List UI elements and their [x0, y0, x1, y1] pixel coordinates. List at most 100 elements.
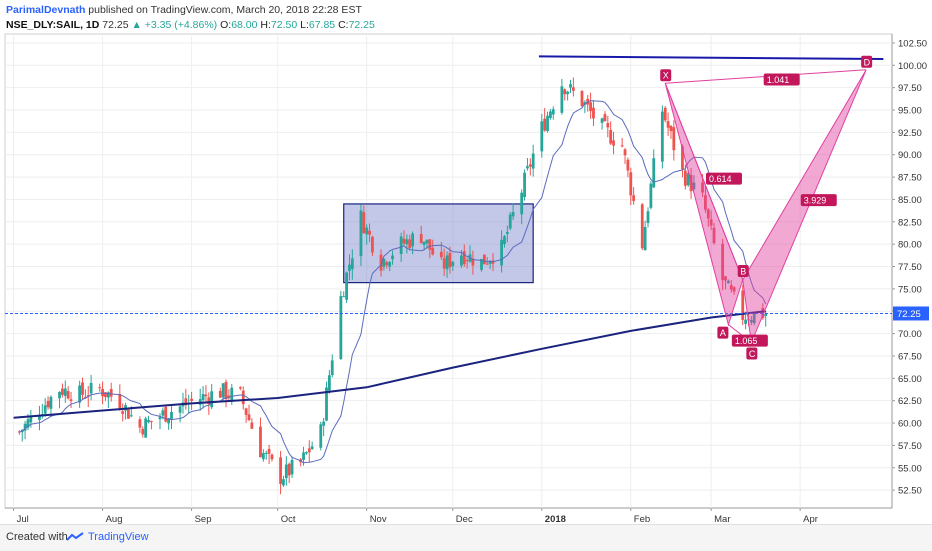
- candle-body: [58, 391, 61, 399]
- author-name[interactable]: ParimalDevnath: [6, 4, 86, 16]
- candle-body: [560, 86, 564, 113]
- low-value: 67.85: [308, 19, 336, 31]
- candle-body: [138, 419, 142, 428]
- pattern-point-tag: [746, 347, 758, 360]
- open-label: O:: [220, 19, 232, 31]
- candle-body: [365, 227, 369, 235]
- candle-body: [686, 173, 690, 186]
- candle-body: [569, 84, 572, 88]
- candle-body: [402, 238, 406, 244]
- pattern-line-xb: [664, 83, 744, 281]
- candle-body: [425, 239, 429, 244]
- candle-body: [63, 388, 67, 396]
- candle-body: [652, 158, 656, 188]
- pattern-ratio-tag: [705, 172, 742, 185]
- y-tick-label: 77.50: [898, 262, 922, 273]
- x-tick-label: Nov: [370, 514, 387, 524]
- candle-body: [121, 411, 125, 414]
- candle-body: [170, 411, 173, 420]
- candle-body: [322, 421, 326, 426]
- publish-line: ParimalDevnath published on TradingView.…: [6, 3, 375, 18]
- candle-body: [640, 204, 644, 249]
- candle-body: [279, 457, 282, 484]
- candle-body: [284, 464, 288, 479]
- candle-body: [732, 287, 736, 292]
- candle-body: [204, 394, 208, 397]
- candle-body: [405, 239, 409, 245]
- candle-body: [385, 262, 389, 266]
- y-tick-label: 70.00: [898, 329, 922, 340]
- candle-body: [147, 420, 150, 423]
- pattern-point-label: C: [749, 349, 756, 359]
- y-tick-label: 80.00: [898, 240, 922, 251]
- candle-body: [247, 414, 251, 421]
- candle-body: [43, 405, 47, 414]
- candle-body: [603, 114, 607, 122]
- candle-body: [210, 391, 214, 408]
- resistance-line: [538, 55, 884, 61]
- candle-body: [261, 452, 265, 460]
- pattern-ratio-tag: [763, 73, 800, 86]
- candle-body: [23, 423, 27, 431]
- candle-body: [485, 263, 489, 265]
- candle-body: [480, 259, 483, 270]
- candle-body: [221, 383, 225, 398]
- current-price-tag: [893, 306, 929, 321]
- candle-body: [109, 389, 113, 397]
- y-tick-label: 57.50: [898, 441, 922, 452]
- candle-body: [626, 159, 630, 171]
- candle-body: [345, 272, 348, 300]
- candle-body: [61, 388, 64, 395]
- low-label: L:: [300, 19, 309, 31]
- tradingview-brand[interactable]: TradingView: [88, 531, 149, 543]
- candle-body: [325, 387, 328, 421]
- candle-body: [704, 195, 707, 210]
- candle-body: [729, 285, 733, 290]
- candle-body: [89, 382, 93, 394]
- candle-body: [330, 360, 334, 376]
- candle-body: [701, 182, 704, 193]
- candle-body: [388, 262, 392, 267]
- y-tick-label: 90.00: [898, 150, 922, 161]
- y-tick-label: 100.00: [898, 61, 927, 72]
- ohlc-line: NSE_DLY:SAIL, 1D 72.25 ▲ +3.35 (+4.86%) …: [6, 18, 375, 33]
- candle-body: [439, 251, 443, 258]
- y-tick-label: 82.50: [898, 217, 922, 228]
- y-tick-label: 62.50: [898, 396, 922, 407]
- candle-body: [508, 214, 512, 229]
- candle-body: [38, 415, 41, 420]
- pattern-point-label: A: [720, 328, 726, 338]
- price-chart[interactable]: 102.50 100.00 97.50 95.00 92.50 90.00 87.50 85.…: [0, 32, 932, 524]
- candle-body: [98, 387, 102, 389]
- candle-body: [546, 115, 549, 132]
- pattern-point-label: X: [663, 71, 669, 81]
- candle-body: [359, 210, 363, 257]
- y-tick-label: 52.50: [898, 486, 922, 497]
- pattern-ratio-tag: [800, 194, 837, 207]
- candle-body: [190, 398, 193, 401]
- candle-body: [244, 408, 248, 415]
- candle-body: [551, 109, 555, 115]
- pattern-point-tag: [660, 69, 672, 82]
- candle-body: [428, 239, 432, 250]
- candle-body: [339, 296, 343, 359]
- candle-body: [600, 118, 604, 123]
- candle-body: [305, 452, 308, 454]
- candle-body: [543, 118, 547, 131]
- candle-body: [238, 387, 242, 389]
- candle-body: [681, 146, 684, 170]
- candle-body: [511, 211, 515, 217]
- candle-body: [523, 172, 526, 198]
- pattern-point-tag: [737, 264, 749, 277]
- candle-body: [540, 121, 544, 152]
- candle-body: [528, 164, 532, 167]
- candle-body: [726, 280, 730, 284]
- candle-body: [683, 170, 687, 186]
- candle-body: [127, 409, 130, 419]
- created-with-text: Created with: [6, 531, 68, 543]
- candle-body: [164, 406, 168, 422]
- x-tick-label: Dec: [456, 514, 473, 524]
- candle-body: [49, 396, 53, 409]
- candle-body: [302, 452, 305, 460]
- candle-body: [178, 406, 182, 413]
